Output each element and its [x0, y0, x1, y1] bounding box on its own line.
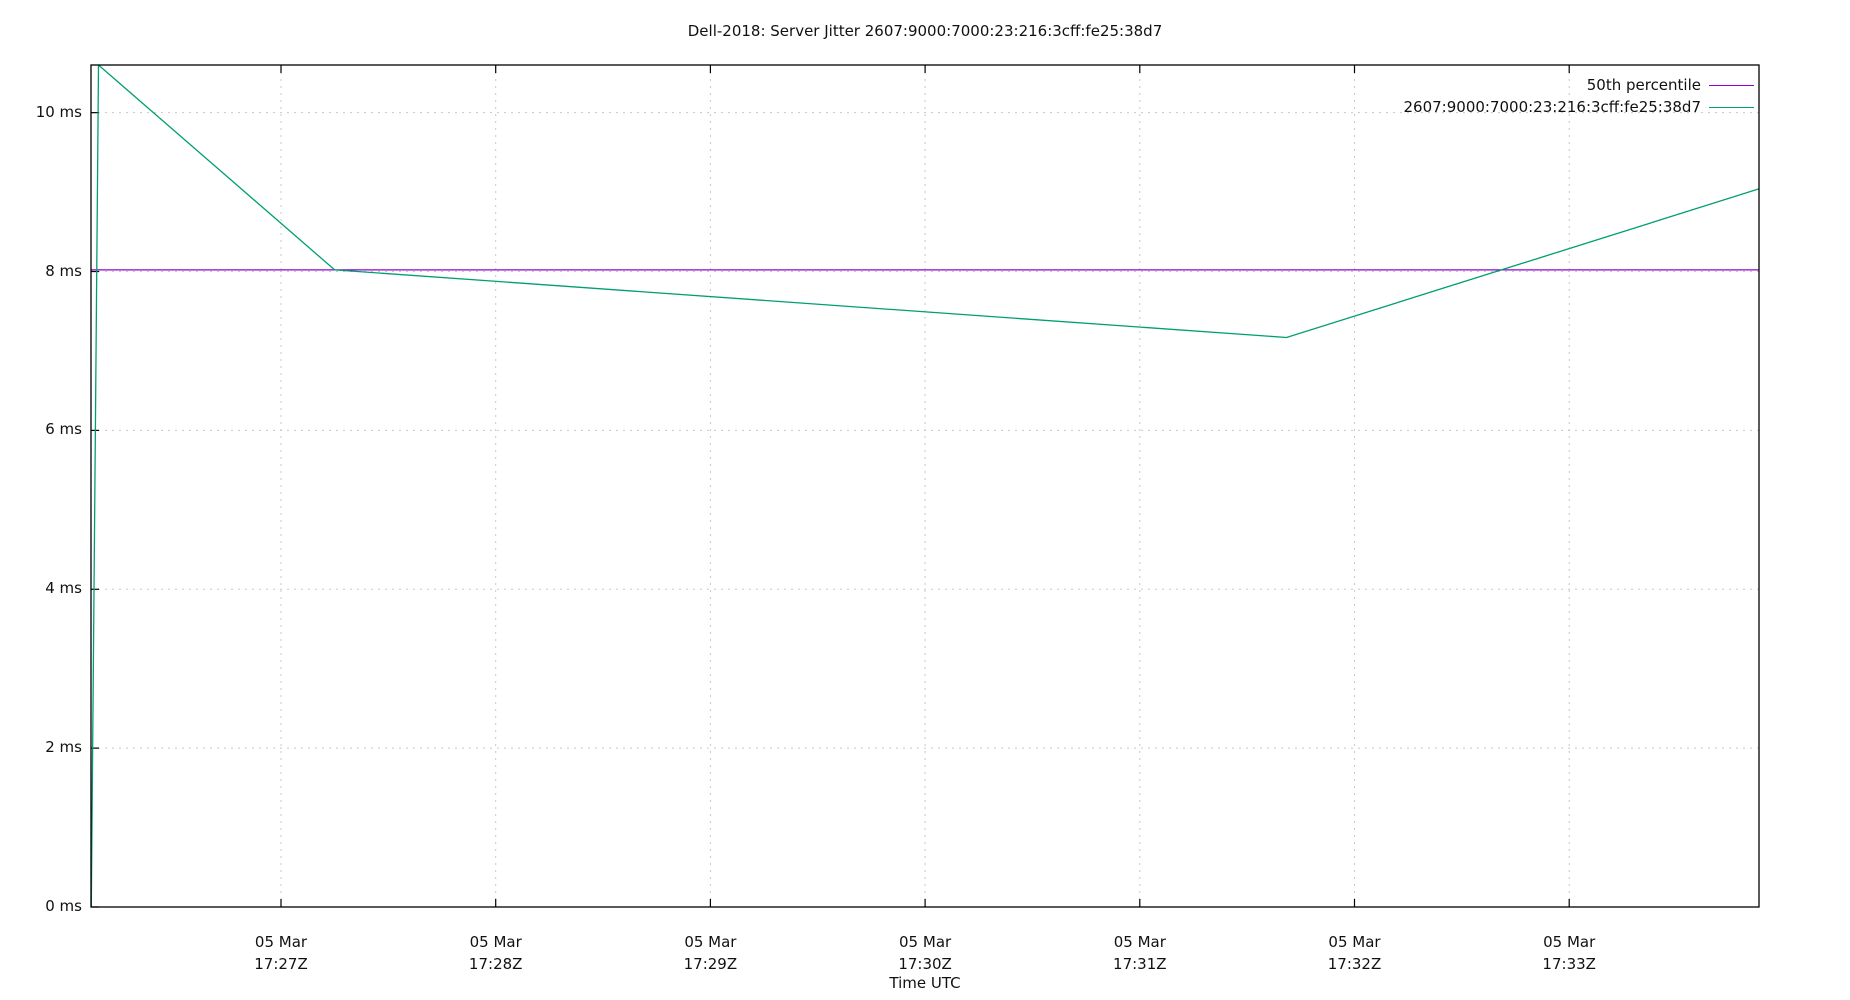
legend-label: 50th percentile	[1586, 76, 1701, 94]
y-tick-label: 2 ms	[45, 738, 82, 757]
legend-swatch-icon	[1709, 106, 1754, 108]
x-tick-label: 05 Mar 17:32Z	[1327, 933, 1382, 973]
x-axis-label: Time UTC	[889, 974, 961, 992]
legend-item-server: 2607:9000:7000:23:216:3cff:fe25:38d7	[1403, 96, 1754, 118]
chart-title: Dell-2018: Server Jitter 2607:9000:7000:…	[687, 22, 1163, 40]
legend-label: 2607:9000:7000:23:216:3cff:fe25:38d7	[1403, 98, 1702, 116]
x-tick-label: 05 Mar 17:30Z	[898, 933, 952, 973]
y-tick-label: 4 ms	[45, 579, 82, 598]
x-tick-label: 05 Mar 17:33Z	[1542, 933, 1596, 973]
y-tick-label: 6 ms	[45, 420, 82, 439]
jitter-series-line	[91, 65, 1759, 907]
y-tick-label: 10 ms	[35, 102, 82, 121]
y-tick-label: 8 ms	[45, 261, 82, 280]
x-tick-label: 05 Mar 17:27Z	[254, 933, 308, 973]
legend-swatch-icon	[1709, 84, 1754, 86]
y-tick-label: 0 ms	[45, 897, 82, 915]
legend-item-median: 50th percentile	[1404, 74, 1754, 96]
legend: 50th percentile 2607:9000:7000:23:216:3c…	[1403, 74, 1754, 118]
x-tick-label: 05 Mar 17:29Z	[683, 933, 738, 973]
x-tick-label: 05 Mar 17:28Z	[468, 933, 523, 973]
x-tick-label: 05 Mar 17:31Z	[1113, 933, 1167, 973]
